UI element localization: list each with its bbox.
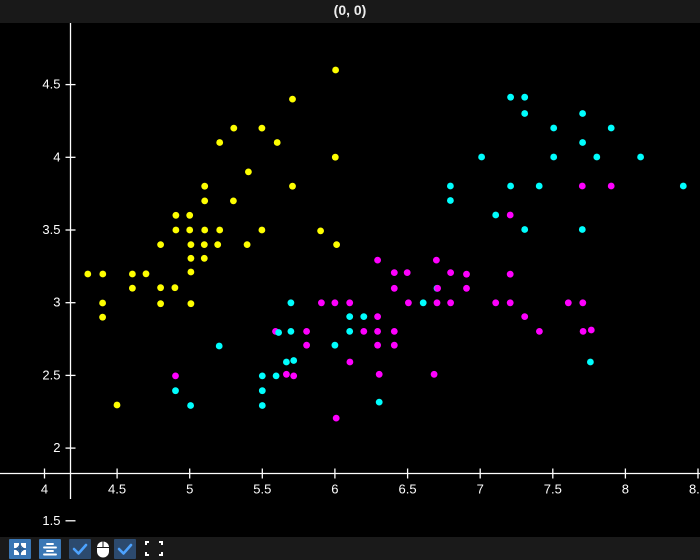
svg-text:5: 5 <box>186 482 193 497</box>
svg-text:6.5: 6.5 <box>399 482 417 497</box>
svg-text:7: 7 <box>477 482 484 497</box>
svg-text:4.5: 4.5 <box>42 77 60 92</box>
svg-text:4: 4 <box>41 482 48 497</box>
svg-text:8.5: 8.5 <box>689 482 700 497</box>
svg-text:2.5: 2.5 <box>42 367 60 382</box>
svg-text:6: 6 <box>331 482 338 497</box>
svg-text:2: 2 <box>53 440 60 455</box>
svg-text:5.5: 5.5 <box>253 482 271 497</box>
svg-text:3.5: 3.5 <box>42 222 60 237</box>
svg-text:3: 3 <box>53 295 60 310</box>
svg-text:8: 8 <box>622 482 629 497</box>
svg-text:1.5: 1.5 <box>42 513 60 528</box>
svg-text:4: 4 <box>53 149 60 164</box>
svg-text:4.5: 4.5 <box>108 482 126 497</box>
svg-text:7.5: 7.5 <box>544 482 562 497</box>
